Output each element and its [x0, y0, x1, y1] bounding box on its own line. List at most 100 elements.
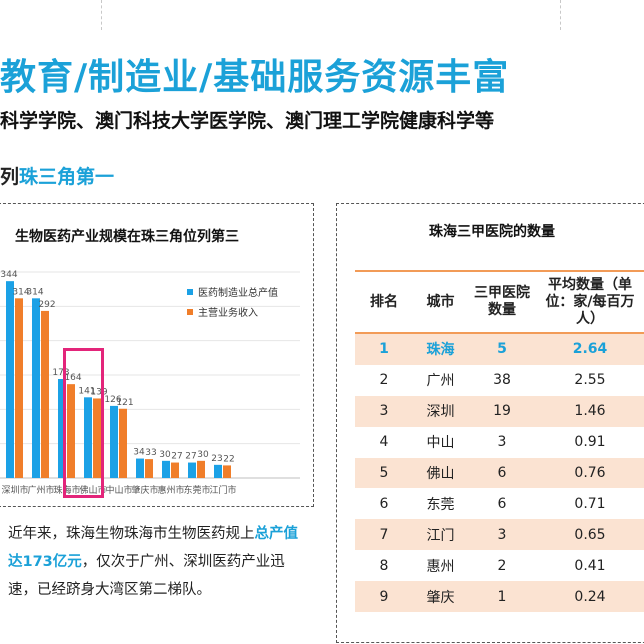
- bar-revenue: [223, 465, 231, 478]
- bar-output: [58, 379, 66, 478]
- data-label: 173: [52, 368, 69, 378]
- cell-average: 0.91: [574, 434, 606, 451]
- bar-revenue: [41, 310, 49, 478]
- table-row: 9 肇庆 1 0.24: [355, 581, 644, 613]
- chart-description: 近年来，珠海生物珠海市生物医药规上总产值达173亿元，仅次于广州、深圳医药产业迅…: [8, 520, 308, 604]
- cell-average: 0.71: [574, 495, 606, 512]
- legend-label: 医药制造业总产值: [198, 286, 278, 299]
- hospital-panel: [336, 203, 644, 643]
- table-row: 1 珠海 5 2.64: [355, 333, 644, 365]
- cell-average: 2.55: [574, 372, 606, 389]
- x-tick-label: 中山市: [105, 484, 132, 496]
- cell-rank: 7: [379, 526, 389, 543]
- bar-revenue: [93, 398, 101, 478]
- cell-city: 深圳: [426, 404, 455, 421]
- x-tick-label: 惠州市: [157, 484, 184, 496]
- data-label: 139: [90, 387, 107, 397]
- cell-average: 1.46: [574, 403, 606, 420]
- cell-rank: 4: [379, 434, 389, 451]
- cell-count: 38: [493, 372, 511, 389]
- data-label: 121: [116, 398, 133, 408]
- zhuhai-highlight-box: [63, 348, 104, 498]
- hospital-table: 排名 城市 三甲医院数量 平均数量（单位：家/每百万人） 1 珠海 5 2.64 2 广州…: [355, 270, 644, 613]
- data-label: 27: [171, 452, 182, 462]
- x-tick-label: 东莞市: [183, 484, 210, 496]
- table-row: 2 广州 38 2.55: [355, 365, 644, 396]
- description-text-tail: ，仅次于广州、深圳医药产业迅速，已经跻身大湾区第二梯队。: [8, 554, 285, 598]
- page-subtitle: 科学学院、澳门科技大学医学院、澳门理工学院健康科学等: [0, 110, 495, 132]
- divider-line: [560, 0, 561, 30]
- legend-swatch: [187, 309, 193, 315]
- cell-average: 0.41: [574, 557, 606, 574]
- cell-city: 广州: [426, 373, 455, 390]
- col-header-average: 平均数量（单位：家/每百万人）: [545, 276, 635, 327]
- page-title: 教育/制造业/基础服务资源丰富: [0, 57, 510, 98]
- data-label: 27: [185, 452, 196, 462]
- data-label: 314: [12, 287, 29, 297]
- cell-count: 5: [497, 341, 507, 358]
- x-tick-label: 珠海市: [53, 484, 80, 496]
- cell-city: 珠海: [426, 342, 455, 359]
- table-row: 3 深圳 19 1.46: [355, 395, 644, 427]
- bio-industry-panel: [0, 203, 314, 507]
- x-tick-label: 佛山市: [79, 484, 106, 496]
- cell-average: 0.65: [574, 526, 606, 543]
- cell-rank: 8: [379, 557, 389, 574]
- bar-output: [110, 405, 118, 478]
- cell-city: 中山: [426, 435, 455, 452]
- bar-revenue: [119, 408, 127, 478]
- table-header-row: 排名 城市 三甲医院数量 平均数量（单位：家/每百万人）: [355, 271, 644, 333]
- rank-prefix: 列: [0, 166, 20, 188]
- x-tick-label: 深圳市: [1, 484, 28, 496]
- bar-revenue: [15, 298, 23, 478]
- cell-city: 江门: [426, 527, 455, 544]
- data-label: 344: [0, 270, 17, 280]
- cell-count: 19: [493, 403, 511, 420]
- cell-rank: 9: [379, 588, 389, 605]
- cell-average: 0.24: [574, 588, 606, 605]
- data-label: 126: [104, 395, 121, 405]
- table-row: 6 东莞 6 0.71: [355, 488, 644, 519]
- cell-city: 佛山: [426, 466, 455, 482]
- table-row: 8 惠州 2 0.41: [355, 550, 644, 581]
- col-header-rank: 排名: [370, 293, 398, 310]
- cell-city: 东莞: [426, 496, 455, 513]
- data-label: 292: [38, 300, 55, 310]
- data-label: 30: [197, 450, 209, 460]
- cell-rank: 1: [379, 341, 389, 358]
- cell-count: 6: [497, 495, 507, 512]
- data-label: 33: [145, 448, 156, 458]
- cell-average: 2.64: [572, 341, 608, 358]
- cell-count: 3: [497, 434, 507, 451]
- chart-title: 生物医药产业规模在珠三角位列第三: [15, 229, 239, 245]
- bar-revenue: [145, 459, 153, 478]
- cell-count: 2: [497, 557, 507, 574]
- cell-city: 惠州: [426, 558, 455, 575]
- bar-output: [162, 460, 170, 478]
- cell-count: 1: [497, 588, 507, 605]
- bar-output: [6, 281, 14, 478]
- bar-revenue: [67, 384, 75, 478]
- data-label: 22: [223, 454, 234, 464]
- data-label: 23: [211, 454, 222, 464]
- data-label: 141: [78, 386, 95, 396]
- cell-city: 肇庆: [426, 589, 455, 606]
- table-row: 4 中山 3 0.91: [355, 427, 644, 458]
- divider-line: [101, 0, 102, 30]
- table-row: 7 江门 3 0.65: [355, 519, 644, 551]
- cell-rank: 6: [379, 495, 389, 512]
- data-label: 164: [64, 373, 81, 383]
- rank-statement: 列珠三角第一: [0, 162, 114, 189]
- table-row: 5 佛山 6 0.76: [355, 457, 644, 489]
- x-tick-label: 肇庆市: [131, 484, 158, 496]
- cell-count: 3: [497, 526, 507, 543]
- x-tick-label: 江门市: [209, 484, 236, 496]
- data-label: 314: [26, 287, 43, 297]
- cell-count: 6: [497, 465, 507, 481]
- bar-output: [84, 397, 92, 478]
- data-label: 30: [159, 450, 171, 460]
- bar-output: [214, 464, 222, 478]
- data-label: 34: [133, 448, 145, 458]
- cell-rank: 2: [379, 372, 389, 389]
